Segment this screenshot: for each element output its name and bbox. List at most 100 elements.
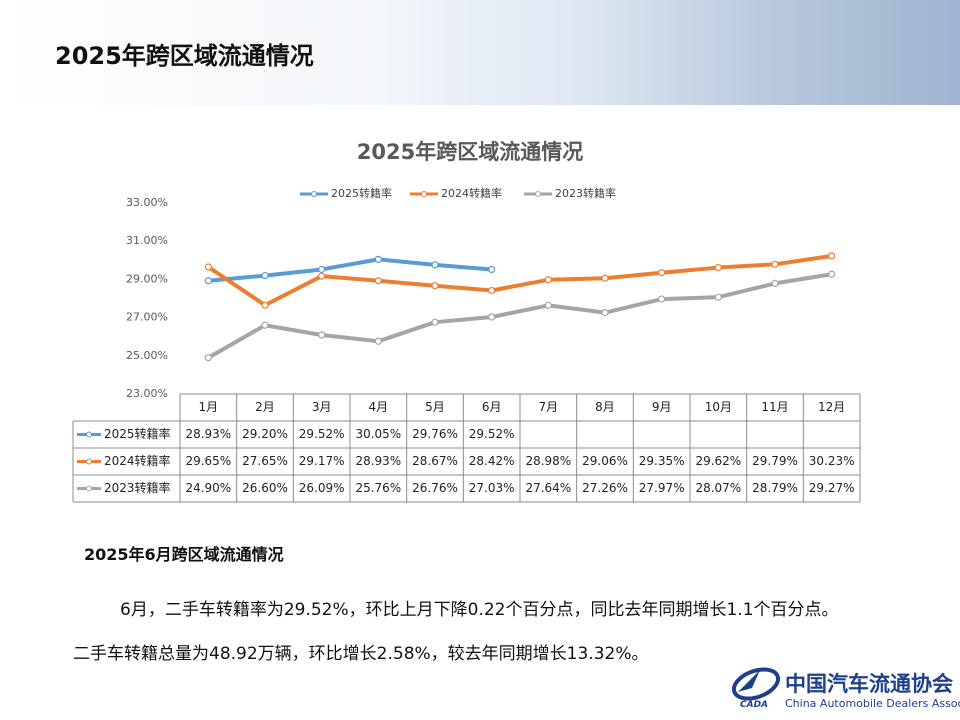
logo-english: China Automobile Dealers Association	[785, 697, 960, 710]
row-label: 2023转籍率	[104, 480, 171, 495]
data-label: 29.79%	[752, 454, 798, 468]
x-tick-label: 7月	[539, 400, 559, 414]
y-tick-label: 27.00%	[126, 311, 168, 324]
row-label: 2025转籍率	[104, 426, 171, 441]
data-label: 30.23%	[809, 454, 855, 468]
data-label: 27.03%	[469, 481, 515, 495]
data-label: 28.93%	[185, 427, 231, 441]
point	[261, 321, 269, 329]
logo-name: 中国汽车流通协会	[785, 671, 953, 696]
data-label: 29.65%	[185, 454, 231, 468]
x-tick-label: 11月	[761, 400, 788, 414]
point	[658, 269, 666, 277]
data-label: 28.98%	[525, 454, 571, 468]
point	[771, 279, 779, 288]
point	[828, 252, 836, 260]
data-label: 29.17%	[299, 454, 345, 468]
x-tick-label: 5月	[425, 400, 445, 414]
page-title: 2025年跨区域流通情况	[55, 42, 314, 70]
point	[204, 263, 212, 271]
point	[714, 263, 722, 272]
point	[318, 272, 326, 280]
data-label: 29.06%	[582, 454, 628, 468]
svg-text:CADA: CADA	[740, 700, 768, 710]
point	[318, 265, 326, 274]
x-tick-label: 1月	[199, 400, 219, 414]
data-label: 26.09%	[299, 481, 345, 495]
point	[374, 337, 382, 345]
data-label: 28.42%	[469, 454, 515, 468]
legend-label: 2023转籍率	[555, 186, 616, 200]
y-tick-label: 29.00%	[126, 272, 168, 285]
point	[431, 318, 439, 326]
point	[374, 255, 382, 263]
chart: 2025年跨区域流通情况 23.00% 25.00% 27.00% 29.00% 31.…	[72, 140, 861, 503]
data-label: 29.35%	[639, 454, 685, 468]
y-tick-label: 33.00%	[126, 196, 168, 209]
point	[544, 276, 552, 284]
paragraph: 二手车转籍总量为48.92万辆，环比增长2.58%，较去年同期增长13.32%。	[73, 644, 649, 664]
data-label: 27.26%	[582, 481, 628, 495]
point	[261, 301, 269, 309]
data-label: 27.65%	[242, 454, 288, 468]
data-label: 28.07%	[695, 481, 741, 495]
point	[828, 270, 836, 278]
legend-marker	[86, 431, 92, 438]
series-line	[206, 257, 494, 283]
row-label: 2024转籍率	[104, 453, 171, 468]
data-label: 25.76%	[355, 481, 401, 495]
point	[658, 295, 666, 303]
data-label: 27.64%	[525, 481, 571, 495]
x-tick-label: 4月	[369, 400, 389, 414]
legend-label: 2024转籍率	[441, 186, 502, 200]
data-label: 28.67%	[412, 454, 458, 468]
data-label: 29.27%	[809, 481, 855, 495]
data-label: 29.76%	[412, 427, 458, 441]
y-tick-label: 25.00%	[126, 349, 168, 362]
point	[488, 265, 496, 274]
paragraph: 6月，二手车转籍率为29.52%，环比上月下降0.22个百分点，同比去年同期增长…	[120, 600, 839, 620]
data-label: 29.20%	[242, 427, 288, 441]
x-tick-label: 6月	[482, 400, 502, 414]
data-label: 26.60%	[242, 481, 288, 495]
legend-marker	[535, 191, 541, 197]
data-label: 29.52%	[469, 427, 515, 441]
x-tick-label: 10月	[705, 400, 732, 414]
point	[601, 309, 609, 317]
header: 2025年跨区域流通情况	[0, 0, 960, 105]
x-tick-label: 3月	[312, 400, 332, 414]
y-tick-label: 23.00%	[126, 387, 168, 400]
point	[261, 271, 269, 280]
point	[771, 260, 779, 268]
x-tick-label: 2月	[255, 400, 275, 414]
point	[601, 274, 609, 282]
data-label: 29.62%	[695, 454, 741, 468]
series-line	[206, 253, 834, 308]
data-label: 24.90%	[185, 481, 231, 495]
legend-marker	[86, 458, 92, 465]
data-label: 28.79%	[752, 481, 798, 495]
series-line	[206, 272, 834, 360]
point	[431, 282, 439, 290]
x-tick-label: 8月	[595, 400, 615, 414]
section-heading: 2025年6月跨区域流通情况	[84, 545, 284, 564]
data-label: 27.97%	[639, 481, 685, 495]
point	[204, 277, 212, 285]
x-tick-label: 12月	[818, 400, 845, 414]
x-tick-label: 9月	[652, 400, 672, 414]
point	[431, 261, 439, 269]
data-label: 30.05%	[355, 427, 401, 441]
data-label: 29.52%	[299, 427, 345, 441]
legend-marker	[311, 191, 317, 197]
point	[714, 293, 722, 301]
point	[488, 313, 496, 321]
data-label: 28.93%	[355, 454, 401, 468]
legend-marker	[421, 191, 427, 197]
point	[374, 277, 382, 285]
legend-label: 2025转籍率	[331, 186, 392, 200]
point	[204, 354, 212, 362]
logo-icon: CADA	[731, 667, 781, 710]
legend-marker	[86, 485, 92, 492]
point	[488, 286, 496, 295]
